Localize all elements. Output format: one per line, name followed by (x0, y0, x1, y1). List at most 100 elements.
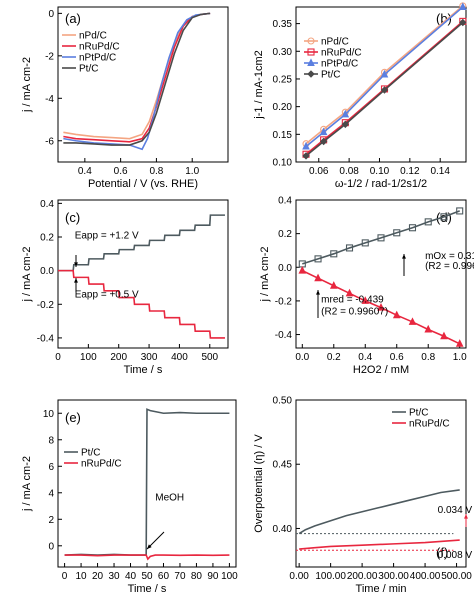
legend-marker (307, 70, 315, 78)
arrow-head (74, 278, 78, 283)
y-tick-label: -0.4 (37, 333, 55, 344)
data-point (440, 213, 448, 221)
annotation: (R2 = 0.99650) (425, 261, 474, 272)
y-axis-label: j-1 / mA-1cm2 (253, 50, 265, 119)
y-tick-label: 0.2 (278, 229, 292, 240)
y-tick-label: 0.30 (273, 47, 293, 58)
annotation: (R2 = 0.99607) (321, 306, 388, 317)
series-2 (302, 2, 467, 150)
x-tick-label: 1.0 (185, 166, 199, 177)
x-tick-label: 100.00 (315, 571, 346, 582)
data-point (380, 69, 389, 78)
y-tick-label: 8 (48, 435, 54, 446)
x-tick-label: 0.08 (339, 166, 359, 177)
x-tick-label: 0.00 (289, 571, 309, 582)
x-tick-label: 200.00 (347, 571, 378, 582)
x-tick-label: 400.00 (410, 571, 441, 582)
x-tick-label: 0.14 (430, 166, 450, 177)
x-tick-label: 500 (201, 352, 218, 363)
series-1 (298, 266, 464, 347)
legend-label: nRuPd/C (321, 48, 362, 59)
legend-marker (307, 48, 315, 56)
y-axis-label-group: j / mA cm-2 (21, 57, 33, 113)
x-tick-label: 0.2 (327, 352, 341, 363)
data-point (380, 86, 389, 94)
series-0 (64, 408, 230, 556)
x-tick-label: 0.8 (149, 166, 163, 177)
y-axis-label-group: Overpotential (η) / V (253, 434, 265, 533)
arrow-head (147, 544, 152, 549)
series-line (58, 269, 225, 339)
series-line (58, 214, 225, 272)
y-tick-label: -2 (45, 51, 54, 62)
arrow-head (74, 262, 78, 267)
y-tick-label: 0.40 (273, 524, 293, 535)
x-tick-label: 100 (80, 352, 97, 363)
panel-letter: (a) (65, 11, 81, 26)
x-tick-label: 0.12 (400, 166, 420, 177)
data-point (408, 224, 417, 232)
y-axis-label: j / mA cm-2 (259, 246, 271, 302)
y-tick-label: 2 (48, 515, 54, 526)
series-3 (63, 12, 211, 146)
y-tick-label: -4 (45, 94, 54, 105)
x-tick-label: 0.10 (370, 166, 390, 177)
y-axis-label-group: j-1 / mA-1cm2 (253, 50, 265, 119)
x-tick-label: 400 (171, 352, 188, 363)
data-point (314, 273, 322, 282)
annotation: 0.034 V (438, 505, 473, 516)
plot-frame (295, 399, 467, 568)
data-point (424, 324, 433, 333)
x-tick-label: 0 (62, 571, 68, 582)
data-point (345, 244, 354, 252)
plot-frame (295, 199, 467, 349)
data-point (459, 2, 467, 10)
panel-letter: (c) (65, 210, 80, 225)
data-point (302, 141, 310, 150)
x-tick-label: 0.6 (390, 352, 404, 363)
series-line (64, 554, 230, 561)
legend-label: nRuPd/C (81, 459, 122, 470)
legend-label: nPd/C (321, 37, 349, 48)
legend-label: Pt/C (409, 408, 428, 419)
series-1 (58, 269, 225, 339)
y-tick-label: 0.15 (273, 130, 293, 141)
y-axis-label: j / mA cm-2 (21, 57, 33, 113)
data-point (361, 239, 369, 247)
data-point (440, 331, 448, 340)
data-point (455, 339, 464, 347)
x-tick-label: 0 (55, 352, 61, 363)
legend-label: Pt/C (81, 448, 100, 459)
chart-panel-a: 0.4 0.6 0.8 1.0 0 -2 -4 -6 Potential / V (vs. RH… (21, 6, 229, 190)
data-point (459, 18, 467, 27)
data-point (408, 317, 417, 325)
y-tick-label: 0 (48, 541, 54, 552)
annotation: mred = -0.439 (321, 295, 384, 306)
data-point (361, 296, 370, 304)
y-tick-label: 0.25 (273, 74, 293, 85)
series-line (63, 12, 211, 146)
series-line (298, 489, 460, 535)
plot-frame (57, 199, 229, 349)
series-0 (298, 489, 460, 535)
x-tick-label: 30 (108, 571, 120, 582)
annotation: 0.008 V (438, 550, 473, 561)
annotation: Eapp = +0.5 V (75, 290, 139, 301)
y-tick-label: -0.2 (275, 296, 293, 307)
legend-label: Pt/C (79, 64, 98, 75)
x-tick-label: 500.00 (441, 571, 472, 582)
y-tick-label: 10 (43, 409, 55, 420)
y-axis-label-group: j / mA cm-2 (259, 246, 271, 302)
x-axis-label: Time / s (128, 583, 167, 594)
series-0 (58, 214, 225, 272)
data-point (377, 303, 385, 311)
data-point (302, 152, 310, 160)
annotation: mOx = 0.313 (425, 251, 474, 262)
legend-label: nPd/C (79, 31, 107, 42)
legend-marker (307, 58, 315, 66)
x-tick-label: 200 (110, 352, 127, 363)
y-tick-label: 0.4 (278, 196, 292, 207)
